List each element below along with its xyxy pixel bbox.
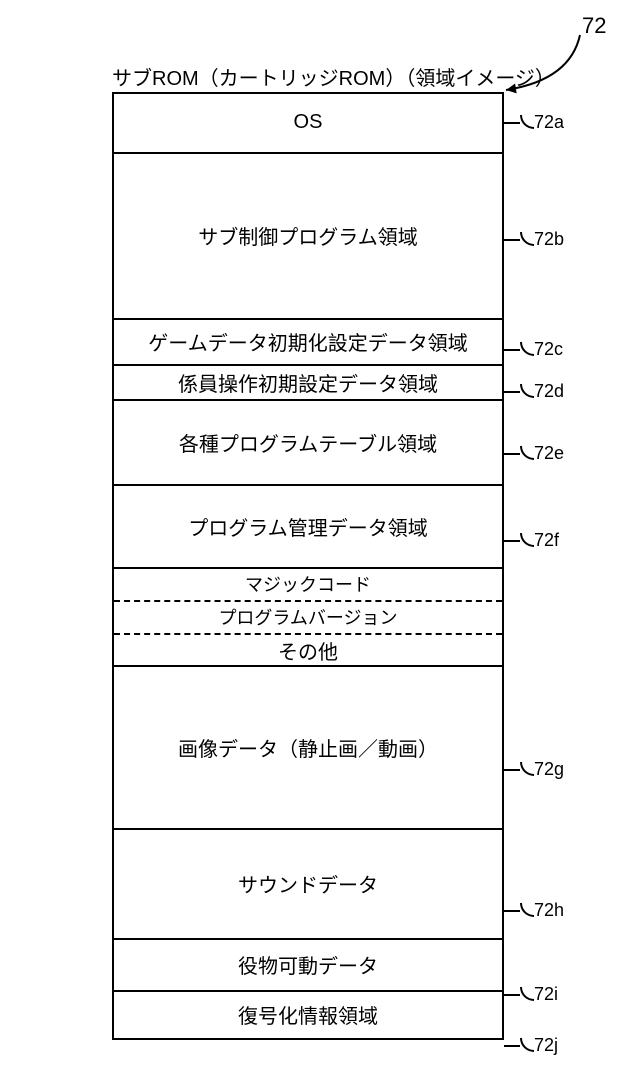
memory-region-row: その他 <box>114 635 502 668</box>
memory-map-table: OS サブ制御プログラム領域ゲームデータ初期化設定データ領域係員操作初期設定データ… <box>112 92 504 1040</box>
memory-region-label: 役物可動データ <box>238 950 378 979</box>
ref-label: 72d <box>534 381 564 402</box>
pointer-arrow <box>494 31 592 98</box>
ref-tick <box>504 910 520 912</box>
memory-region-row: 復号化情報領域 <box>114 992 502 1038</box>
memory-region-row: 役物可動データ <box>114 940 502 992</box>
ref-curve <box>520 762 534 776</box>
ref-curve <box>520 446 534 460</box>
memory-region-row: 各種プログラムテーブル領域 <box>114 401 502 486</box>
memory-region-row: マジックコード <box>114 569 502 602</box>
ref-curve <box>520 342 534 356</box>
ref-label: 72f <box>534 530 559 551</box>
ref-curve <box>520 1038 534 1052</box>
memory-region-row: 画像データ（静止画／動画） <box>114 667 502 829</box>
ref-tick <box>504 391 520 393</box>
ref-label: 72i <box>534 984 558 1005</box>
ref-tick <box>504 1045 520 1047</box>
memory-region-label: 復号化情報領域 <box>238 1000 378 1029</box>
ref-tick <box>504 540 520 542</box>
diagram-title: サブROM（カートリッジROM）（領域イメージ） <box>112 62 504 91</box>
ref-label: 72g <box>534 759 564 780</box>
memory-region-row: サブ制御プログラム領域 <box>114 154 502 320</box>
ref-label: 72c <box>534 339 563 360</box>
ref-curve <box>520 384 534 398</box>
memory-region-row: 係員操作初期設定データ領域 <box>114 366 502 401</box>
memory-region-label: ゲームデータ初期化設定データ領域 <box>148 327 467 356</box>
ref-label: 72a <box>534 112 564 133</box>
ref-label: 72j <box>534 1035 558 1056</box>
memory-region-label: 画像データ（静止画／動画） <box>178 733 438 762</box>
ref-curve <box>520 987 534 1001</box>
memory-region-label: マジックコード <box>245 571 371 597</box>
memory-region-row: OS <box>114 94 502 154</box>
ref-tick <box>504 453 520 455</box>
memory-region-label: プログラムバージョン <box>218 604 397 630</box>
memory-region-label: サウンドデータ <box>238 869 378 898</box>
memory-region-label: サブ制御プログラム領域 <box>198 221 417 250</box>
memory-region-row: ゲームデータ初期化設定データ領域 <box>114 320 502 366</box>
ref-tick <box>504 769 520 771</box>
memory-region-label: プログラム管理データ領域 <box>188 512 427 541</box>
memory-region-label: 係員操作初期設定データ領域 <box>178 368 438 397</box>
ref-tick <box>504 349 520 351</box>
ref-label: 72h <box>534 900 564 921</box>
memory-region-row: サウンドデータ <box>114 830 502 940</box>
ref-tick <box>504 122 520 124</box>
memory-region-label: OS <box>294 111 323 134</box>
memory-region-label: 各種プログラムテーブル領域 <box>179 428 437 457</box>
ref-curve <box>520 115 534 129</box>
ref-tick <box>504 994 520 996</box>
ref-label: 72b <box>534 229 564 250</box>
memory-region-label: その他 <box>278 636 338 665</box>
ref-curve <box>520 533 534 547</box>
ref-curve <box>520 903 534 917</box>
ref-tick <box>504 239 520 241</box>
ref-label: 72e <box>534 443 564 464</box>
ref-curve <box>520 232 534 246</box>
memory-region-row: プログラム管理データ領域 <box>114 486 502 569</box>
memory-region-row: プログラムバージョン <box>114 602 502 635</box>
